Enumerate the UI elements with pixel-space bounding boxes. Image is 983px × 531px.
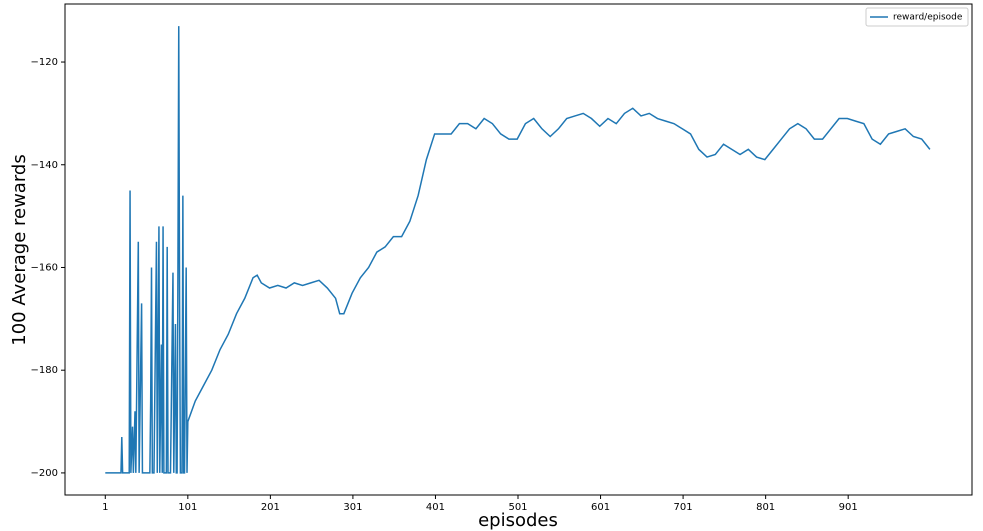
x-tick-label: 101 <box>178 502 197 513</box>
y-axis-label: 100 Average rewards <box>9 154 30 345</box>
x-tick-label: 601 <box>591 502 610 513</box>
x-axis-label: episodes <box>478 510 558 531</box>
y-tick-label: −160 <box>31 262 58 273</box>
line-series <box>105 26 931 474</box>
x-tick-label: 201 <box>261 502 280 513</box>
x-tick-label: 901 <box>839 502 858 513</box>
y-tick-label: −180 <box>31 365 58 376</box>
x-tick-label: 501 <box>508 502 527 513</box>
x-tick-label: 801 <box>756 502 775 513</box>
x-tick-label: 1 <box>102 502 108 513</box>
y-tick-label: −140 <box>31 160 58 171</box>
legend-box <box>865 7 969 27</box>
x-tick-label: 401 <box>426 502 445 513</box>
y-tick-label: −200 <box>31 468 58 479</box>
plot-frame <box>64 3 973 496</box>
x-tick-label: 301 <box>343 502 362 513</box>
x-tick-label: 701 <box>674 502 693 513</box>
legend-label: reward/episode <box>893 13 963 23</box>
y-tick-label: −120 <box>31 57 58 68</box>
